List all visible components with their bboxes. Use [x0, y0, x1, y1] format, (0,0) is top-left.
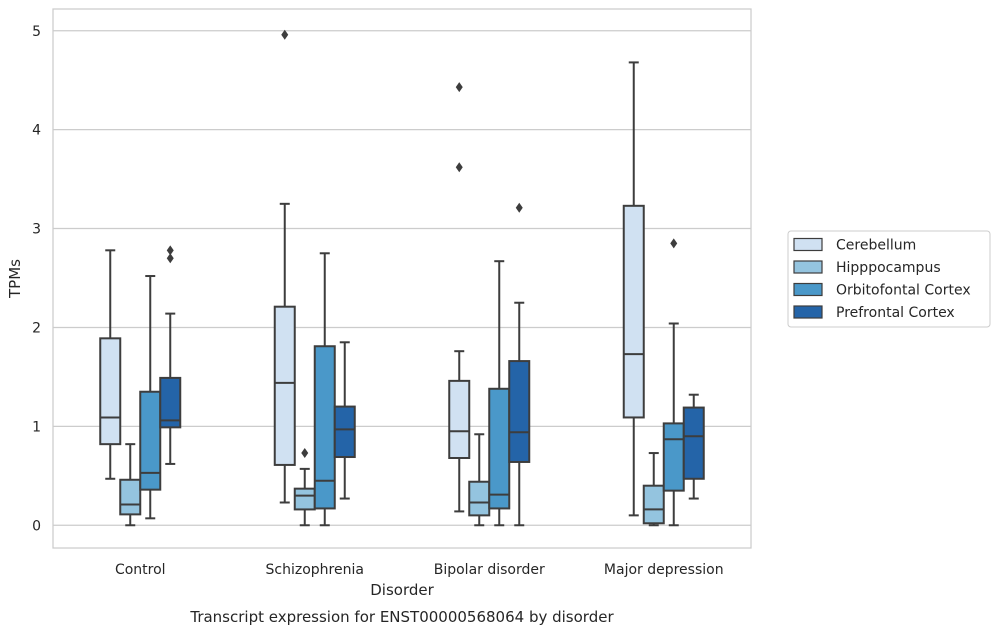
box-hipppocampus: [119, 443, 142, 527]
box-cerebellum: [622, 61, 645, 517]
y-tick-label: 5: [32, 24, 41, 40]
outlier-point: [515, 202, 523, 213]
legend-item: Cerebellum: [793, 237, 916, 254]
box-body: [313, 345, 336, 510]
box-body: [159, 376, 182, 429]
box-body: [99, 337, 122, 446]
x-tick-label: Bipolar disorder: [434, 562, 545, 578]
legend: Cerebellum Hipppocampus Orbitofontal Corte…: [787, 230, 991, 328]
y-tick-label: 3: [32, 222, 41, 238]
box-body: [119, 478, 142, 516]
box-body: [682, 406, 705, 480]
box-body: [468, 480, 491, 517]
box-body: [508, 360, 531, 463]
legend-swatch: [793, 282, 823, 297]
outlier-point: [301, 448, 309, 459]
outlier-point: [455, 82, 463, 93]
box-orbitofontal-cortex: [488, 260, 511, 527]
legend-label: Prefrontal Cortex: [836, 305, 955, 321]
box-prefrontal-cortex: [682, 393, 705, 500]
y-tick-label: 0: [32, 518, 41, 534]
box-orbitofontal-cortex: [139, 275, 162, 520]
outlier-point: [166, 253, 174, 264]
box-cerebellum: [273, 29, 296, 504]
box-hipppocampus: [468, 433, 491, 527]
box-hipppocampus: [293, 448, 316, 527]
box-prefrontal-cortex: [159, 245, 182, 465]
box-body: [642, 484, 665, 525]
chart-title: Transcript expression for ENST0000056806…: [189, 608, 614, 626]
legend-label: Cerebellum: [836, 238, 916, 254]
box-prefrontal-cortex: [333, 341, 356, 500]
y-tick-label: 4: [32, 123, 41, 139]
x-tick-label: Control: [115, 562, 166, 578]
box-hipppocampus: [642, 452, 665, 527]
legend-label: Hipppocampus: [836, 260, 941, 276]
box-cerebellum: [99, 249, 122, 480]
y-tick-labels: 0 1 2 3 4 5: [32, 24, 41, 534]
legend-swatch: [793, 260, 823, 274]
x-tick-label: Schizophrenia: [266, 562, 364, 578]
box-body: [622, 204, 645, 419]
y-axis-label: TPMs: [6, 259, 24, 299]
box-body: [448, 379, 471, 460]
outlier-point: [166, 245, 174, 256]
legend-frame: [787, 230, 991, 328]
outlier-point: [455, 162, 463, 173]
box-prefrontal-cortex: [508, 202, 531, 527]
legend-item: Orbitofontal Cortex: [793, 282, 971, 299]
x-tick-labels: Control Schizophrenia Bipolar disorder Majo…: [115, 562, 724, 578]
outlier-point: [281, 29, 289, 40]
x-tick-label: Major depression: [604, 562, 724, 578]
legend-swatch: [793, 237, 823, 252]
box-body: [488, 387, 511, 510]
box-orbitofontal-cortex: [313, 252, 336, 527]
box-body: [333, 405, 356, 459]
box-orbitofontal-cortex: [662, 238, 685, 527]
box-body: [273, 305, 296, 466]
box-body: [662, 422, 685, 492]
legend-swatch: [793, 305, 823, 319]
box-cerebellum: [448, 82, 471, 513]
box-body: [139, 390, 162, 491]
legend-label: Orbitofontal Cortex: [836, 283, 971, 299]
plot-frame: [52, 8, 752, 549]
legend-item: Hipppocampus: [793, 260, 941, 276]
y-tick-label: 1: [32, 419, 41, 435]
y-tick-label: 2: [32, 320, 41, 336]
box-series: [99, 29, 705, 527]
outlier-point: [670, 238, 678, 249]
x-axis-label: Disorder: [370, 581, 434, 599]
box-body: [293, 487, 316, 511]
legend-item: Prefrontal Cortex: [793, 305, 955, 321]
